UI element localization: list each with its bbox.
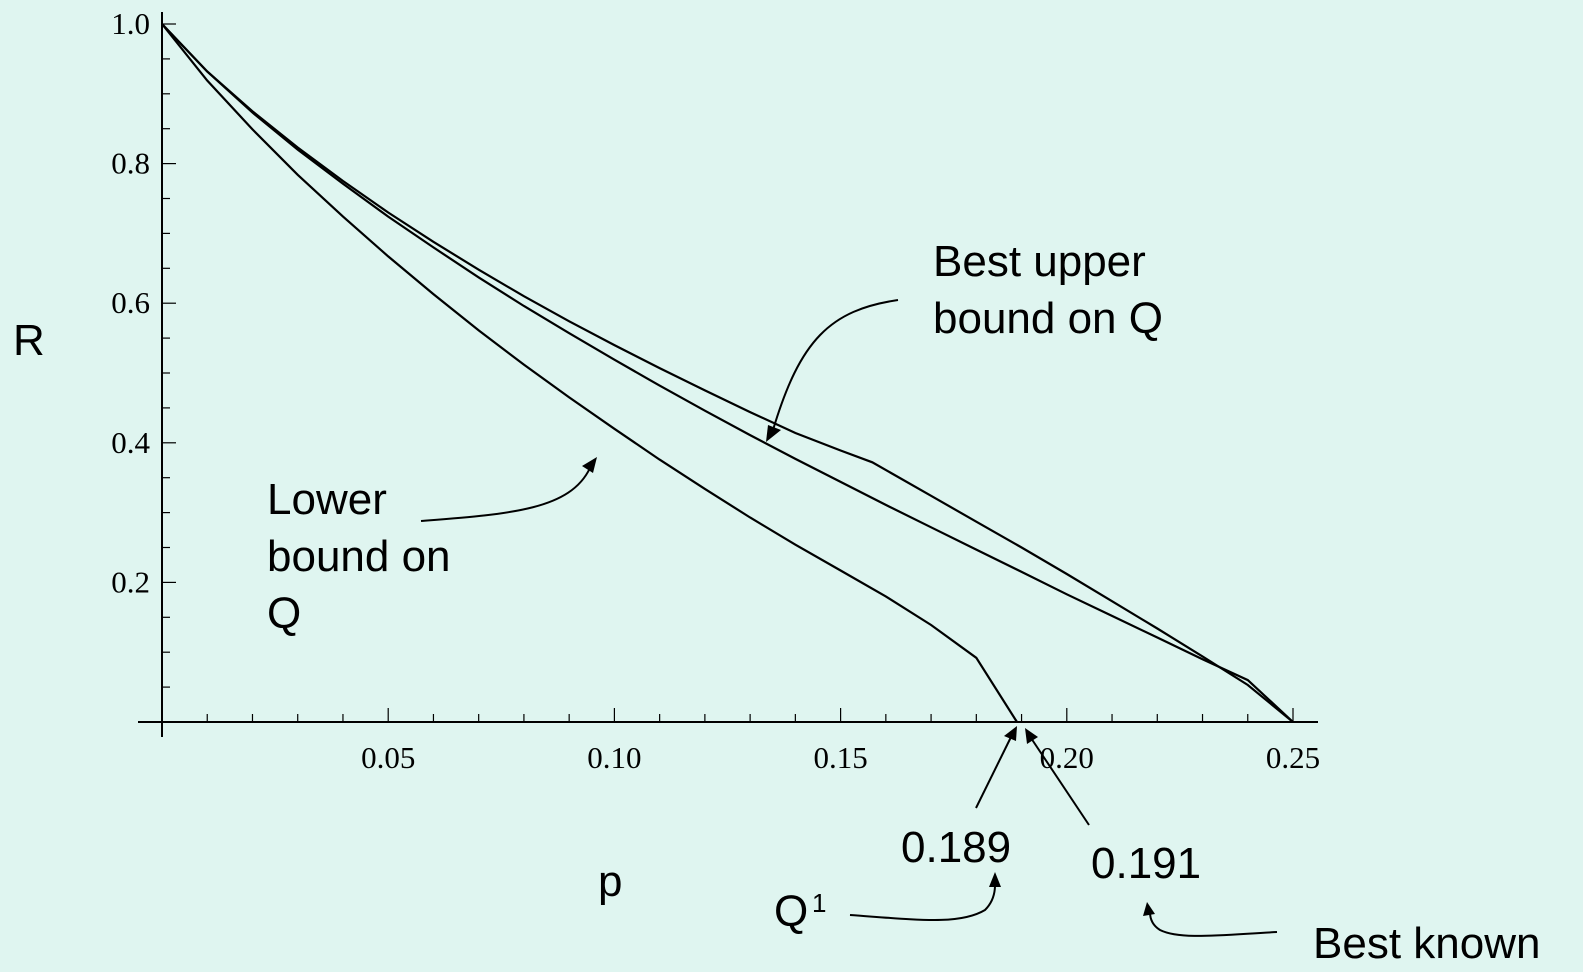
axes <box>138 12 1318 737</box>
x-tick-label: 0.20 <box>1040 740 1094 775</box>
q1-arrowhead <box>989 872 1001 887</box>
best-known-arrowhead <box>1143 902 1155 916</box>
y-tick-label: 0.4 <box>111 425 150 460</box>
q1-label: Q <box>774 887 808 936</box>
lower-bound-arrowhead <box>582 457 597 473</box>
y-tick-label: 0.8 <box>111 146 150 181</box>
upper-bound-arrowhead <box>766 425 781 442</box>
lower-bound-arrow <box>420 467 591 522</box>
upper-bound-label-line1: Best upper <box>933 237 1146 286</box>
x-tick-label: 0.10 <box>587 740 641 775</box>
lower-bound-label-line1: Lower <box>267 475 387 524</box>
arrow-0189-head <box>1004 726 1017 741</box>
value-0191: 0.191 <box>1091 839 1201 888</box>
arrow-0191 <box>1030 737 1090 826</box>
series-line-1 <box>161 23 1294 723</box>
upper-bound-arrow <box>772 299 899 431</box>
y-tick-label: 1.0 <box>111 6 150 41</box>
best-known-label: Best known <box>1313 919 1540 968</box>
arrow-0191-head <box>1025 728 1038 744</box>
q1-superscript: 1 <box>812 888 826 918</box>
y-tick-label: 0.2 <box>111 564 150 599</box>
value-0189: 0.189 <box>901 823 1011 872</box>
series-line-2 <box>161 23 1294 723</box>
lower-bound-label-line2: bound on <box>267 532 451 581</box>
x-tick-label: 0.05 <box>361 740 415 775</box>
curves <box>161 23 1294 723</box>
arrow-0189 <box>975 734 1013 809</box>
best-known-arrow <box>1149 911 1278 937</box>
x-tick-label: 0.25 <box>1266 740 1320 775</box>
y-tick-label: 0.6 <box>111 285 150 320</box>
q1-arrow <box>849 884 996 921</box>
y-axis-title: R <box>13 316 45 365</box>
lower-bound-label-line3: Q <box>267 589 301 638</box>
x-tick-label: 0.15 <box>813 740 867 775</box>
ticks: 0.05 0.10 0.15 0.20 0.25 0.2 0.4 0.6 0.8 1.0 <box>111 6 1320 775</box>
x-axis-title: p <box>598 857 622 906</box>
upper-bound-label-line2: bound on Q <box>933 294 1163 343</box>
series-line-0 <box>161 23 1018 723</box>
